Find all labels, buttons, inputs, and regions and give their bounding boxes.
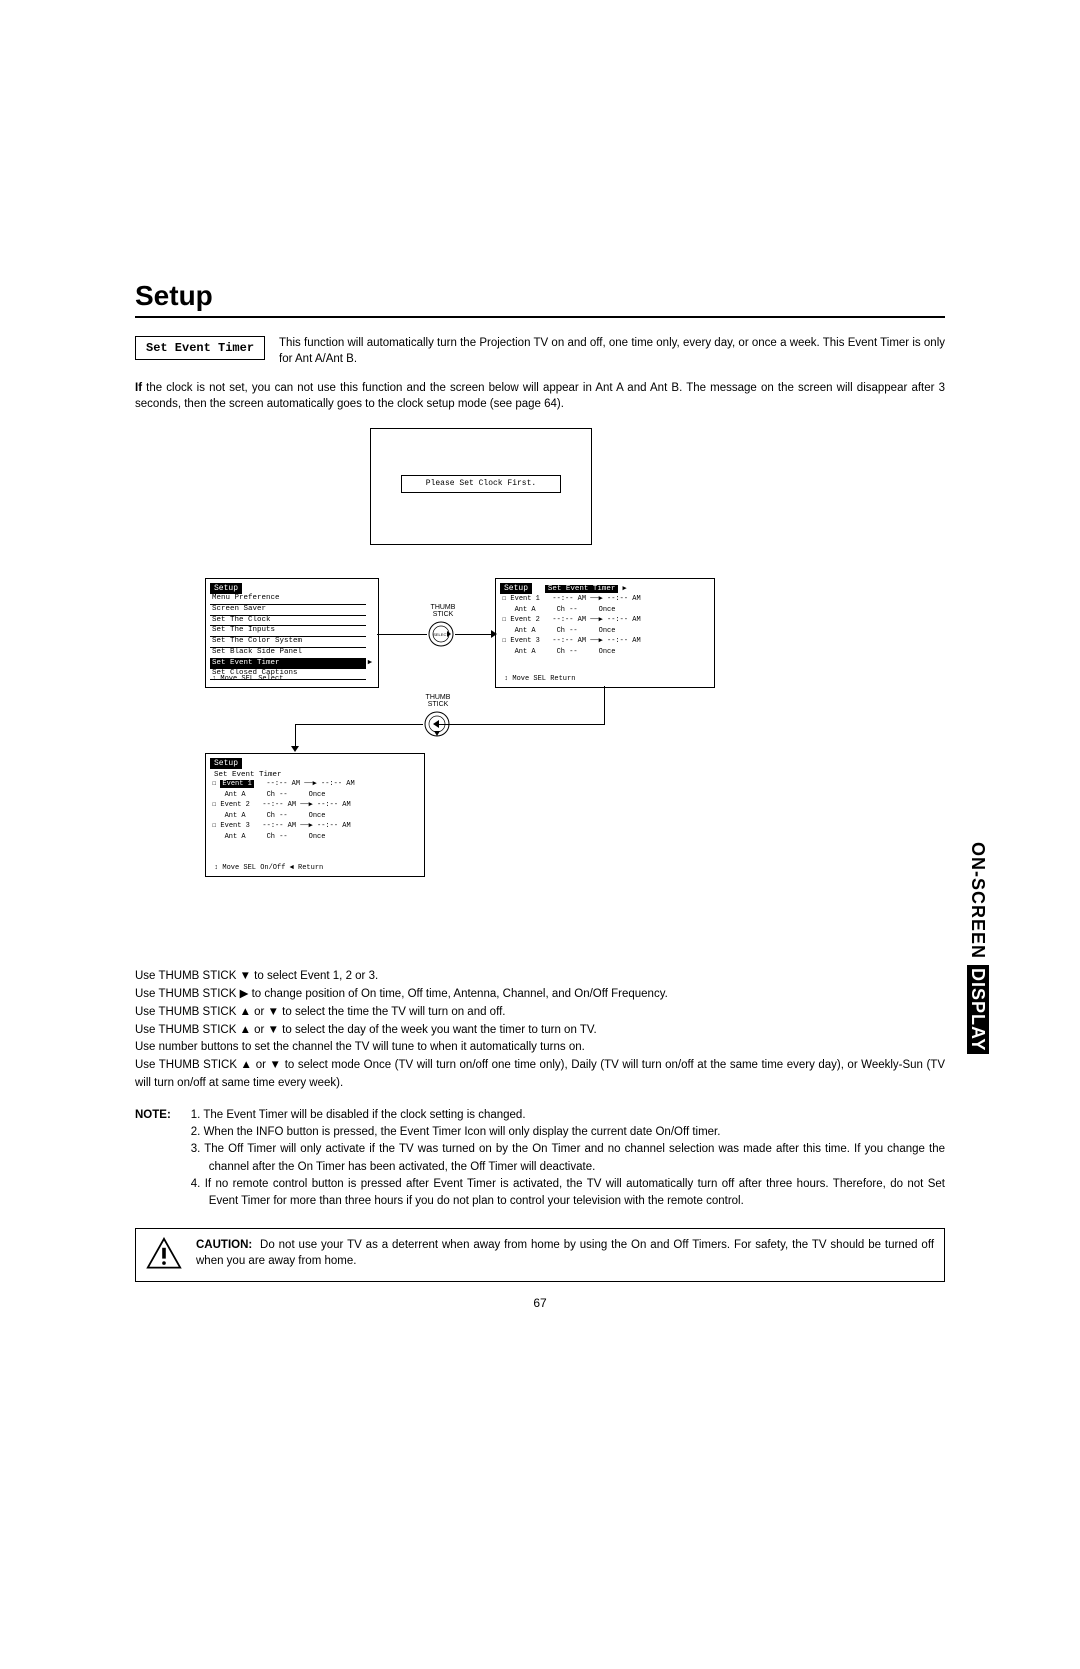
intro-text: This function will automatically turn th… <box>279 336 945 367</box>
note-block: NOTE: 1. The Event Timer will be disable… <box>135 1107 945 1211</box>
setup-menu-screen: Setup Menu PreferenceScreen SaverSet The… <box>205 578 379 688</box>
side-tab: ON-SCREEN DISPLAY <box>967 842 988 1054</box>
clock-warning: If the clock is not set, you can not use… <box>135 381 945 412</box>
event-timer-screen-1: Setup Set Event Timer ▶ ☐ Event 1 --:-- … <box>495 578 715 688</box>
event-timer-screen-2: Setup Set Event Timer ☐ Event 1 --:-- AM… <box>205 753 425 877</box>
page-title: Setup <box>135 280 945 318</box>
caution-icon <box>146 1237 182 1272</box>
thumb-stick-label-1: THUMB STICK <box>423 604 463 618</box>
caution-box: CAUTION: Do not use your TV as a deterre… <box>135 1228 945 1281</box>
clock-msg-screen: Please Set Clock First. <box>370 428 592 545</box>
thumb-stick-icon-1: SELECT <box>427 620 455 648</box>
thumb-stick-label-2: THUMB STICK <box>418 694 458 708</box>
svg-text:SELECT: SELECT <box>433 632 449 637</box>
section-label: Set Event Timer <box>135 336 265 360</box>
screens-diagram: Please Set Clock First. Setup Menu Prefe… <box>135 428 945 958</box>
instructions: Use THUMB STICK ▼ to select Event 1, 2 o… <box>135 968 945 1093</box>
page-number: 67 <box>135 1296 945 1310</box>
